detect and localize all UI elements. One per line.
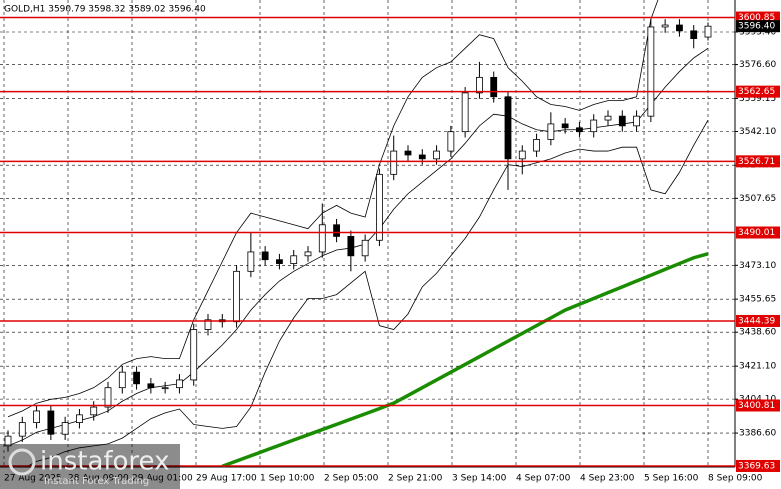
labels: 3593.403576.603559.153542.103524.703507.…	[4, 11, 780, 484]
candle-body	[347, 236, 355, 257]
level-label: 3400.81	[738, 401, 775, 411]
candle-body	[147, 383, 155, 389]
level-label-box	[736, 459, 780, 472]
candle-body	[547, 123, 555, 140]
candle-body	[247, 251, 255, 272]
candle-body	[490, 76, 498, 98]
y-tick-label: 3507.65	[739, 194, 776, 204]
line	[221, 252, 709, 467]
candle-body	[561, 123, 569, 129]
candle-body	[333, 224, 340, 237]
candle-body	[504, 96, 512, 160]
candle-body	[461, 92, 469, 133]
watermark-text: instaforex	[40, 447, 169, 477]
candle-body	[476, 76, 483, 94]
y-tick-label: 3438.60	[739, 328, 776, 338]
y-tick-label: 3473.10	[739, 261, 776, 271]
x-tick-label: 29 Aug 17:00	[196, 474, 257, 484]
candle-body	[604, 115, 612, 121]
candle-body	[118, 371, 126, 389]
x-tick-label: 1 Sep 10:00	[260, 474, 315, 484]
level-label: 3490.01	[738, 228, 775, 238]
candle-body	[261, 251, 269, 261]
candle-body	[690, 30, 698, 39]
candle-body	[76, 414, 83, 423]
y-tick-label: 3593.40	[739, 27, 776, 37]
candle-body	[633, 115, 640, 127]
candle-body	[61, 422, 69, 435]
x-tick-label: 2 Sep 21:00	[388, 474, 443, 484]
y-tick-label: 3386.60	[739, 429, 776, 439]
y-tick-label: 3559.15	[739, 94, 776, 104]
candle-body	[133, 371, 140, 385]
candle-body	[204, 319, 212, 330]
candle-body	[418, 154, 426, 160]
grid	[0, 0, 738, 467]
x-tick-label: 27 Aug 2025	[4, 474, 62, 484]
level-label: 3444.39	[738, 316, 775, 326]
candle-body	[518, 150, 526, 160]
candle-body	[318, 224, 326, 253]
candle-body	[404, 150, 412, 156]
candle-body	[290, 255, 298, 264]
line	[7, 0, 659, 418]
y-tick-label: 3455.65	[739, 295, 776, 305]
x-tick-label: 5 Sep 16:00	[644, 474, 699, 484]
x-tick-label: 2 Sep 05:00	[324, 474, 379, 484]
level-label-box	[736, 155, 780, 168]
candle-body	[676, 24, 683, 32]
candle-body	[533, 139, 540, 152]
level-label: 3526.71	[738, 157, 775, 167]
candle-body	[433, 150, 440, 160]
candle-body	[161, 387, 169, 390]
candle-body	[33, 410, 40, 423]
x-tick-label: 3 Sep 14:00	[452, 474, 507, 484]
line	[25, 119, 709, 467]
candle-body	[661, 24, 669, 28]
level-label-box	[736, 314, 780, 327]
candle-body	[90, 406, 98, 416]
candle-body	[704, 25, 712, 38]
candle-body	[18, 422, 26, 437]
chart-title: GOLD,H1 3590.79 3598.32 3589.02 3596.40	[4, 5, 206, 15]
level-label: 3600.85	[738, 13, 775, 23]
x-tick-label: 8 Sep 09:00	[708, 474, 763, 484]
candle-body	[176, 379, 183, 389]
candle-body	[390, 150, 398, 175]
candle-body	[304, 251, 312, 257]
x-tick-label: 4 Sep 23:00	[580, 474, 635, 484]
plot	[0, 0, 735, 467]
level-label-box	[736, 85, 780, 98]
candle-body	[447, 131, 455, 152]
watermark-subtext: Instant Forex Trading	[44, 476, 149, 487]
candle-body	[276, 259, 283, 264]
candle-body	[618, 115, 626, 127]
x-tick-label: 29 Aug 01:00	[132, 474, 193, 484]
candle-body	[361, 239, 369, 257]
candle-body	[104, 387, 112, 408]
level-label: 3369.63	[738, 461, 775, 471]
y-tick-label: 3542.10	[739, 127, 776, 137]
watermark-logo	[8, 448, 36, 476]
watermark: instaforex Instant Forex Trading	[0, 444, 180, 489]
x-tick-label: 4 Sep 07:00	[516, 474, 571, 484]
level-label-box	[736, 226, 780, 239]
candle-body	[47, 410, 55, 435]
candle-body	[4, 435, 12, 447]
x-tick-label: 28 Aug 09:00	[68, 474, 129, 484]
level-label-box	[736, 399, 780, 412]
candle-body	[590, 119, 598, 133]
price-label-box	[736, 20, 780, 33]
y-tick-label: 3421.10	[739, 362, 776, 372]
candle-body	[647, 26, 655, 117]
level-label: 3562.65	[738, 87, 775, 97]
candle-body	[190, 329, 198, 381]
candle-body	[576, 127, 583, 133]
y-tick-label: 3576.60	[739, 60, 776, 70]
price-label: 3596.40	[738, 22, 775, 32]
candle-body	[376, 173, 383, 241]
candle-body	[233, 270, 240, 323]
